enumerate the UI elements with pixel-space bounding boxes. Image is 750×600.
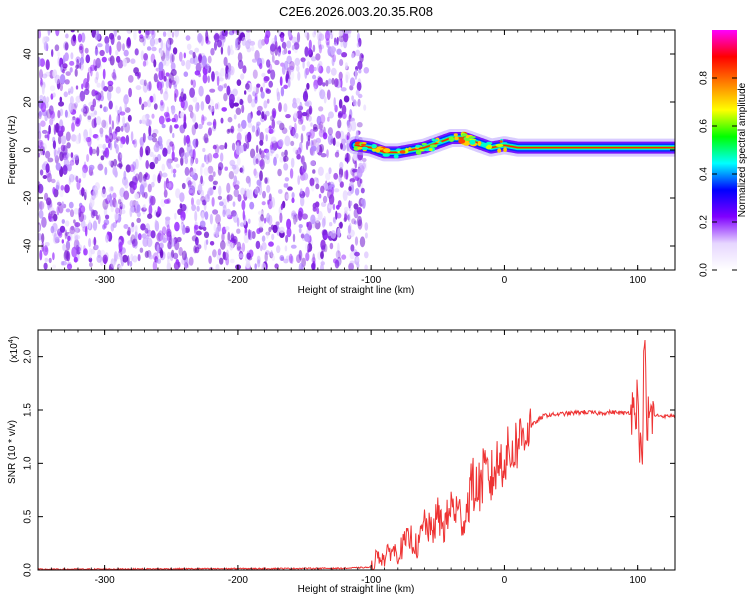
ytick-label: 0.5 bbox=[23, 509, 34, 523]
signal-blob bbox=[361, 146, 369, 151]
signal-blob bbox=[429, 144, 438, 148]
signal-blob bbox=[408, 147, 412, 150]
snr-frame bbox=[37, 329, 676, 571]
snr-line bbox=[38, 339, 675, 570]
xtick-label: -200 bbox=[228, 575, 248, 586]
spectrogram-plot-area bbox=[38, 30, 675, 270]
signal-blob bbox=[448, 136, 455, 142]
signal-blob bbox=[465, 134, 470, 139]
signal-blob bbox=[502, 142, 508, 145]
snr-multiplier-exp: 4 bbox=[8, 339, 15, 343]
xtick-label: 0 bbox=[502, 275, 508, 286]
ytick-label: -40 bbox=[23, 238, 34, 253]
signal-blob bbox=[382, 153, 390, 157]
signal-blob bbox=[453, 133, 458, 137]
signal-blob bbox=[454, 136, 459, 141]
snr-multiplier-close: ) bbox=[9, 336, 20, 339]
snr-panel: -300 -200 -100 0 100 0.0 0.5 1.0 1.5 2.0 Height o… bbox=[7, 329, 676, 595]
signal-blob bbox=[372, 148, 377, 152]
signal-blob bbox=[480, 142, 488, 147]
signal-blob bbox=[499, 140, 503, 143]
signal-blob bbox=[503, 147, 507, 153]
colorbar-tick-label: 0.8 bbox=[699, 71, 710, 85]
signal-blob bbox=[361, 143, 366, 146]
signal-blob bbox=[357, 146, 363, 150]
xtick-label: -100 bbox=[361, 275, 381, 286]
signal-blob bbox=[415, 149, 422, 155]
snr-plot-area bbox=[38, 339, 675, 570]
signal-blob bbox=[469, 139, 476, 145]
signal-blob bbox=[458, 138, 466, 144]
signal-blob bbox=[415, 144, 421, 148]
ytick-label: 1.0 bbox=[23, 456, 34, 470]
ytick-label: -20 bbox=[23, 190, 34, 205]
signal-track-band-5 bbox=[354, 137, 675, 154]
signal-blob bbox=[477, 140, 482, 146]
snr-axes: -300 -200 -100 0 100 0.0 0.5 1.0 1.5 2.0 bbox=[23, 330, 675, 586]
signal-track bbox=[346, 129, 675, 162]
xtick-label: 100 bbox=[629, 575, 646, 586]
noise-speckles bbox=[38, 30, 370, 270]
ytick-label: 0.0 bbox=[23, 563, 34, 577]
snr-multiplier: (x104) bbox=[8, 336, 20, 363]
xtick-label: -100 bbox=[361, 575, 381, 586]
xtick-label: -200 bbox=[228, 275, 248, 286]
xtick-label: 0 bbox=[502, 575, 508, 586]
signal-blob bbox=[405, 147, 409, 153]
signal-blob bbox=[434, 139, 439, 142]
signal-blob bbox=[399, 150, 406, 154]
xtick-label: 100 bbox=[629, 275, 646, 286]
colorbar-gradient bbox=[712, 30, 737, 270]
colorbar-label: Normalized spectral amplitude bbox=[737, 82, 748, 217]
ytick-label: 0 bbox=[23, 147, 34, 153]
spectrogram-xlabel: Height of straight line (km) bbox=[298, 285, 415, 296]
colorbar: 0.0 0.2 0.4 0.6 0.8 Normalized spectral ampl… bbox=[699, 30, 748, 277]
colorbar-tick-label: 0.2 bbox=[699, 215, 710, 229]
signal-blob bbox=[486, 141, 493, 145]
xtick-label: -300 bbox=[95, 575, 115, 586]
ytick-label: 40 bbox=[23, 48, 34, 60]
colorbar-tick-label: 0.4 bbox=[699, 167, 710, 181]
signal-blob bbox=[461, 133, 468, 137]
snr-multiplier-base: (x10 bbox=[9, 343, 20, 363]
signal-blob bbox=[393, 154, 399, 159]
snr-xlabel: Height of straight line (km) bbox=[298, 584, 415, 595]
signal-blob bbox=[428, 147, 433, 152]
signal-blob bbox=[383, 148, 391, 153]
signal-blob bbox=[371, 144, 377, 149]
xtick-label: -300 bbox=[95, 275, 115, 286]
signal-blob bbox=[469, 136, 476, 139]
ytick-label: 1.5 bbox=[23, 403, 34, 417]
signal-blob bbox=[421, 142, 427, 146]
figure-title: C2E6.2026.003.20.35.R08 bbox=[279, 4, 433, 19]
ytick-label: 2.0 bbox=[23, 349, 34, 363]
signal-blob bbox=[497, 148, 502, 153]
ytick-label: 20 bbox=[23, 96, 34, 108]
colorbar-tick-label: 0.6 bbox=[699, 119, 710, 133]
snr-ylabel: SNR (10 * v/v) bbox=[7, 420, 18, 484]
signal-blob bbox=[431, 138, 435, 142]
signal-blob bbox=[495, 143, 504, 147]
colorbar-ticks: 0.0 0.2 0.4 0.6 0.8 bbox=[699, 71, 737, 277]
colorbar-tick-label: 0.0 bbox=[699, 263, 710, 277]
spectrogram-ylabel: Frequency (Hz) bbox=[7, 116, 18, 185]
signal-blob bbox=[377, 147, 384, 150]
